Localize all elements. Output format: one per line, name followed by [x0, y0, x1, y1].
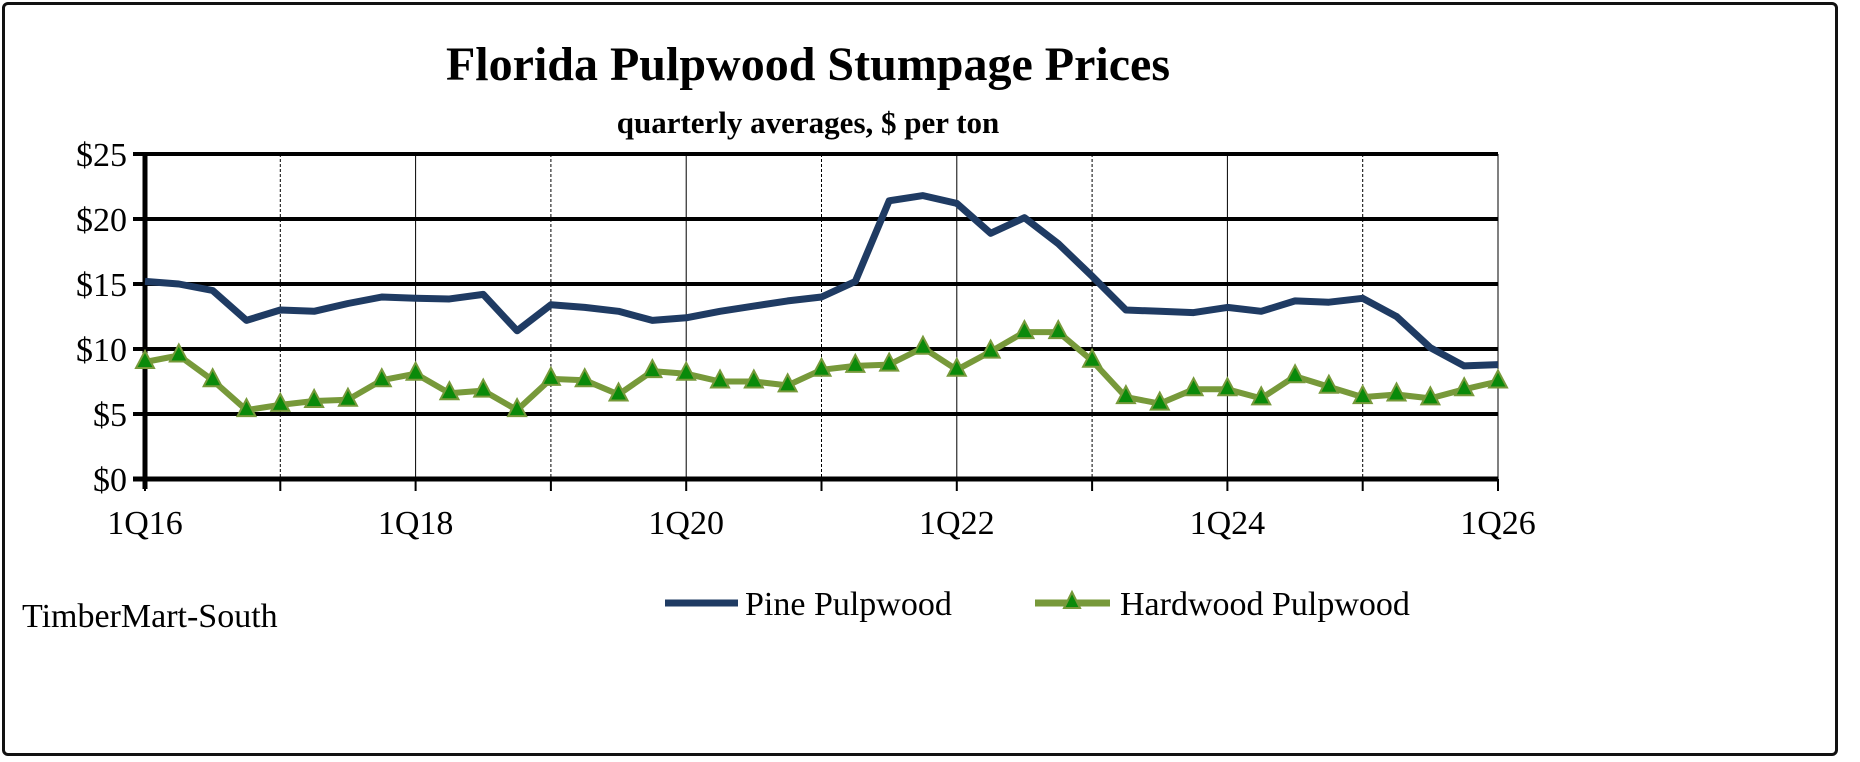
data-point-hardwood — [1250, 385, 1272, 406]
data-point-hardwood — [777, 372, 799, 393]
y-tick-label: $15 — [76, 267, 127, 304]
data-point-hardwood — [168, 342, 190, 363]
data-point-hardwood — [1453, 376, 1475, 397]
legend-pine-label: Pine Pulpwood — [745, 586, 952, 623]
data-point-hardwood — [979, 338, 1002, 359]
data-point-hardwood — [134, 348, 156, 369]
data-point-hardwood — [709, 368, 731, 389]
chart-frame — [2, 2, 1838, 756]
data-point-hardwood — [540, 365, 562, 386]
data-point-hardwood — [235, 396, 258, 418]
data-point-hardwood — [371, 367, 393, 388]
data-point-hardwood — [844, 352, 866, 373]
data-point-hardwood — [1385, 381, 1408, 402]
data-point-hardwood — [1149, 390, 1171, 411]
data-point-hardwood — [404, 360, 427, 381]
data-point-hardwood — [574, 367, 596, 388]
data-point-hardwood — [1047, 318, 1069, 340]
data-point-hardwood — [641, 357, 664, 379]
data-point-hardwood — [1352, 383, 1374, 405]
x-tick-label: 1Q24 — [1190, 505, 1266, 542]
data-point-hardwood — [1284, 363, 1306, 384]
data-point-hardwood — [438, 380, 461, 401]
x-tick-label: 1Q26 — [1460, 505, 1536, 542]
data-point-hardwood — [1318, 373, 1340, 394]
data-point-hardwood — [878, 351, 900, 372]
data-point-hardwood — [1419, 385, 1442, 406]
data-point-hardwood — [1115, 383, 1137, 405]
data-point-hardwood — [269, 391, 291, 412]
series-line-pine — [144, 192, 1499, 370]
data-point-hardwood — [946, 356, 968, 377]
data-point-hardwood — [1216, 376, 1239, 397]
y-tick-label: $5 — [93, 397, 127, 434]
data-point-hardwood — [810, 356, 833, 377]
data-point-hardwood — [912, 334, 934, 355]
data-point-hardwood — [506, 396, 528, 418]
data-point-hardwood — [1081, 347, 1103, 368]
data-point-hardwood — [675, 360, 697, 381]
data-point-hardwood — [743, 368, 765, 389]
y-tick-label: $10 — [76, 332, 127, 369]
x-tick-label: 1Q22 — [919, 505, 995, 542]
data-point-hardwood — [607, 381, 630, 402]
data-point-hardwood — [201, 367, 224, 388]
y-tick-label: $25 — [76, 137, 127, 174]
data-point-hardwood — [303, 387, 325, 408]
data-point-hardwood — [472, 377, 494, 398]
data-point-hardwood — [1487, 368, 1509, 389]
legend-hardwood-label: Hardwood Pulpwood — [1120, 586, 1410, 623]
legend-hardwood-marker-icon — [1062, 589, 1082, 609]
x-tick-label: 1Q18 — [378, 505, 454, 542]
data-point-hardwood — [1182, 376, 1205, 397]
x-tick-label: 1Q20 — [648, 505, 724, 542]
data-point-hardwood — [1013, 318, 1036, 340]
y-tick-label: $0 — [93, 462, 127, 499]
legend: Pine Pulpwood Hardwood Pulpwood — [665, 586, 1410, 623]
chart-title: Florida Pulpwood Stumpage Prices — [446, 38, 1170, 91]
data-point-hardwood — [337, 386, 359, 407]
chart-subtitle: quarterly averages, $ per ton — [617, 105, 1000, 140]
y-tick-label: $20 — [76, 202, 127, 239]
x-tick-label: 1Q16 — [107, 505, 183, 542]
source-label: TimberMart-South — [22, 598, 278, 635]
